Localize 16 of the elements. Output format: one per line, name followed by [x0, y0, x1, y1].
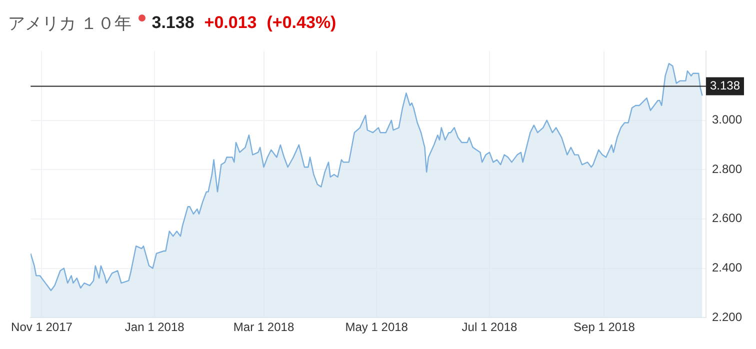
- x-tick-label: May 1 2018: [345, 320, 408, 334]
- y-tick-label: 2.200: [712, 310, 742, 324]
- chart-subtitle: 3.138: [152, 13, 194, 33]
- y-tick-label: 3.000: [712, 112, 742, 127]
- y-tick-label: 2.800: [712, 162, 742, 176]
- x-tick-label: Sep 1 2018: [574, 320, 636, 334]
- x-tick-label: Jan 1 2018: [124, 320, 185, 334]
- text: (+0.43%): [266, 13, 336, 33]
- y-tick-label: 2.400: [712, 260, 742, 275]
- ref-line-label: 3.138: [710, 78, 740, 93]
- chart-title: アメリカ １０年: [8, 12, 132, 34]
- x-tick-label: Mar 1 2018: [233, 320, 294, 334]
- x-tick-label: Nov 1 2017: [11, 320, 73, 334]
- y-tick-label: 2.600: [712, 211, 742, 226]
- text: +0.013: [204, 13, 257, 33]
- x-tick-label: Jul 1 2018: [462, 320, 518, 334]
